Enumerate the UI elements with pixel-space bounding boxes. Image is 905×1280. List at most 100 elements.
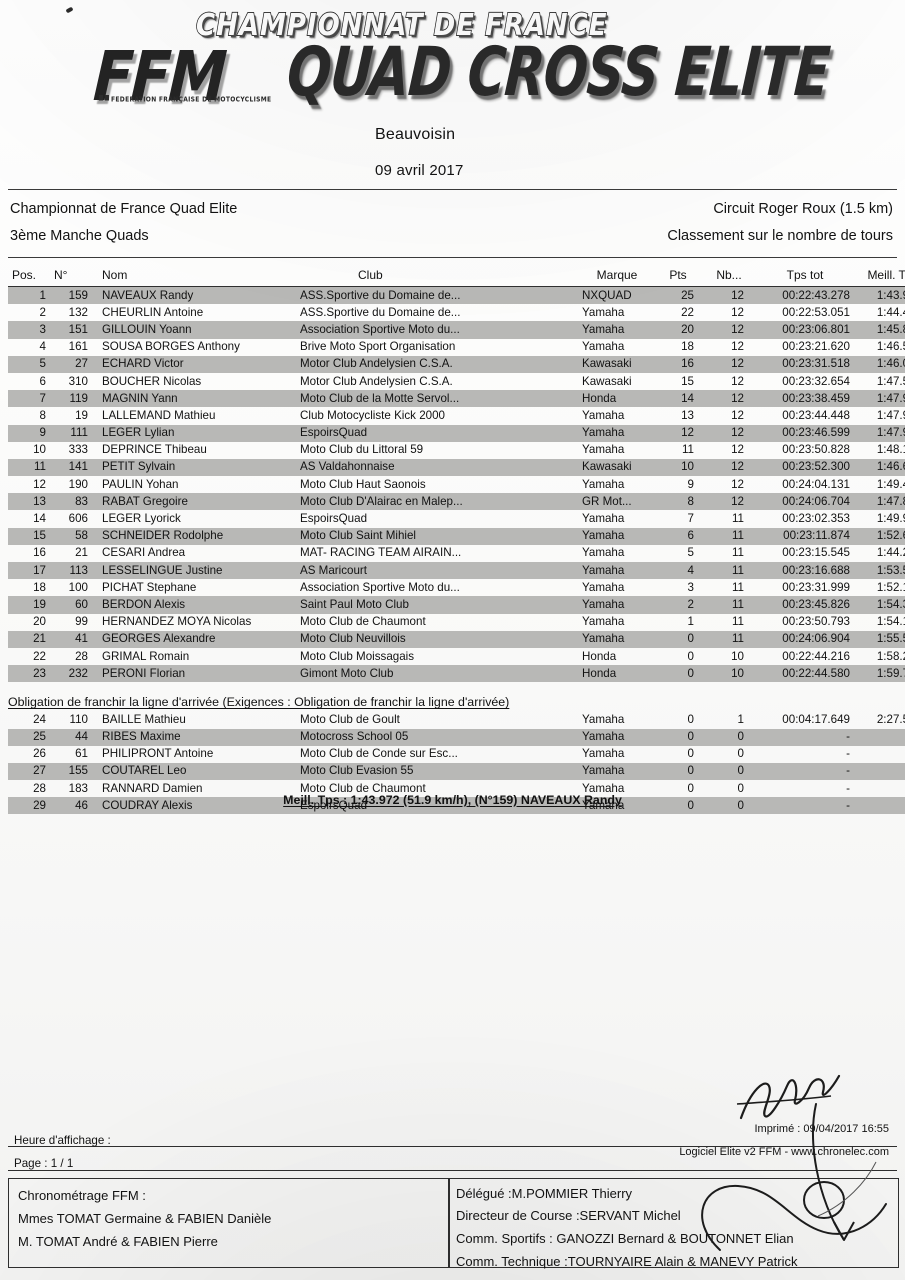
name-cell: CESARI Andrea [102, 546, 186, 560]
brand-cell: Yamaha [582, 546, 625, 560]
total-time-cell: 00:23:31.999 [782, 580, 850, 594]
name-cell: RIBES Maxime [96, 728, 298, 746]
brand-cell: NXQUAD [578, 286, 656, 305]
pos-cell: 7 [8, 390, 52, 408]
points-cell: 0 [656, 797, 706, 815]
timing-line-2: M. TOMAT André & FABIEN Pierre [18, 1234, 218, 1249]
total-time-cell: 00:23:02.353 [782, 512, 850, 526]
championship-title: Championnat de France Quad Elite [10, 201, 238, 217]
brand-cell: Kawasaki [582, 374, 632, 388]
col-header-laps: Nb... [716, 268, 742, 282]
table-row: 25 44 RIBES Maxime Motocross School 05 Yamah… [8, 728, 905, 746]
table-row: 15 58 SCHNEIDER Rodolphe Moto Club Saint Mi… [8, 527, 905, 545]
points-cell: 8 [656, 493, 706, 511]
points-cell: 0 [687, 781, 694, 795]
best-lap-cell: 1:58.213 [876, 649, 905, 663]
laps-cell: 11 [706, 527, 758, 545]
laps-cell: 12 [731, 477, 744, 491]
laps-cell: 12 [731, 305, 744, 319]
pos-cell: 6 [39, 374, 46, 388]
table-row: 13 83 RABAT Gregoire Moto Club D'Alairac en… [8, 493, 905, 511]
number-cell: 333 [68, 443, 88, 457]
name-cell: BOUCHER Nicolas [102, 374, 202, 388]
best-lap-cell: 1:46.693 [854, 458, 905, 477]
best-lap-cell: 1:47.846 [854, 493, 905, 511]
banner-subtitle: CHAMPIONNAT DE FRANCE [195, 7, 608, 44]
col-header-club: Club [358, 268, 383, 282]
name-cell: PHILIPRONT Antoine [102, 747, 214, 761]
pos-cell: 9 [8, 424, 52, 442]
best-lap-cell: 1:44.203 [876, 546, 905, 560]
best-lap-cell: 1:47.525 [876, 374, 905, 388]
best-lap-cell: 1:47.924 [876, 408, 905, 422]
name-cell: BERDON Alexis [96, 596, 298, 614]
total-time-cell: 00:22:44.216 [782, 649, 850, 663]
pos-cell: 12 [33, 477, 46, 491]
club-cell: MAT- RACING TEAM AIRAIN... [300, 546, 462, 560]
pos-cell: 19 [8, 596, 52, 614]
total-time-cell: 00:23:32.654 [782, 374, 850, 388]
name-cell: SOUSA BORGES Anthony [102, 340, 240, 354]
handwritten-signature-officials [701, 1103, 887, 1251]
name-cell: LEGER Lylian [96, 424, 298, 442]
divider-top [8, 189, 897, 190]
ranking-note: Classement sur le nombre de tours [667, 228, 893, 244]
pos-cell: 24 [33, 712, 46, 726]
number-cell: 46 [52, 797, 96, 815]
points-cell: 12 [656, 424, 706, 442]
pos-cell: 20 [33, 615, 46, 629]
table-row: 23 232 PERONI Florian Gimont Moto Club Honda… [8, 665, 905, 683]
best-lap-cell: 1:47.908 [854, 390, 905, 408]
brand-cell: Yamaha [582, 340, 625, 354]
section-label: Obligation de franchir la ligne d'arrivé… [8, 695, 510, 710]
best-lap-note: Meill. Tps : 1:43.972 (51.9 km/h), (N°15… [283, 793, 622, 807]
club-cell: Saint Paul Moto Club [298, 596, 578, 614]
total-time-cell: - [758, 797, 854, 815]
brand-cell: Yamaha [582, 305, 625, 319]
pos-cell: 10 [33, 443, 46, 457]
laps-cell: 12 [706, 424, 758, 442]
table-row: 9 111 LEGER Lylian EspoirsQuad Yamaha 12 12 00:… [8, 424, 905, 442]
total-time-cell: 00:23:21.620 [782, 340, 850, 354]
brand-cell: Honda [578, 665, 656, 683]
number-cell: 113 [52, 562, 96, 580]
club-cell: Moto Club Haut Saonois [300, 477, 426, 491]
table-row: 18 100 PICHAT Stephane Association Sportive… [8, 579, 905, 596]
col-header-brand: Marque [596, 268, 638, 282]
total-time-cell: 00:23:11.874 [758, 527, 854, 545]
table-row: 21 41 GEORGES Alexandre Moto Club Neuvilloi… [8, 630, 905, 648]
laps-cell: 11 [731, 512, 744, 526]
event-banner: CHAMPIONNAT DE FRANCE FFM FEDERATION FRA… [0, 0, 905, 118]
page-indicator: Page : 1 / 1 [14, 1157, 74, 1170]
brand-cell: Yamaha [578, 728, 656, 746]
laps-cell: 12 [731, 340, 744, 354]
table-row: 1 159 NAVEAUX Randy ASS.Sportive du Domaine… [8, 286, 905, 305]
points-cell: 18 [681, 340, 694, 354]
club-cell: Brive Moto Sport Organisation [300, 340, 456, 354]
table-row: 7 119 MAGNIN Yann Moto Club de la Motte Ser… [8, 390, 905, 408]
brand-cell: Yamaha [578, 321, 656, 339]
total-time-cell: 00:23:31.518 [758, 355, 854, 373]
club-cell: Motocross School 05 [298, 728, 578, 746]
total-time-cell: - [758, 762, 854, 781]
laps-cell: 11 [706, 596, 758, 614]
laps-cell: 12 [706, 355, 758, 373]
points-cell: 5 [687, 546, 694, 560]
points-cell: 10 [656, 458, 706, 477]
points-cell: 0 [687, 712, 694, 726]
total-time-cell: 00:23:45.826 [758, 596, 854, 614]
brand-cell: Yamaha [582, 712, 625, 726]
table-row: 27 155 COUTAREL Leo Moto Club Evasion 55 Yam… [8, 762, 905, 781]
club-cell: Moto Club Evasion 55 [298, 762, 578, 781]
name-cell: DEPRINCE Thibeau [102, 443, 207, 457]
number-cell: 161 [68, 340, 88, 354]
number-cell: 111 [52, 424, 96, 442]
table-row: 12 190 PAULIN Yohan Moto Club Haut Saonois Y… [8, 476, 905, 493]
total-time-cell: 00:22:53.051 [782, 305, 850, 319]
pos-cell: 4 [39, 340, 46, 354]
number-cell: 606 [68, 512, 88, 526]
col-header-number: N° [54, 268, 68, 282]
points-cell: 0 [656, 762, 706, 781]
